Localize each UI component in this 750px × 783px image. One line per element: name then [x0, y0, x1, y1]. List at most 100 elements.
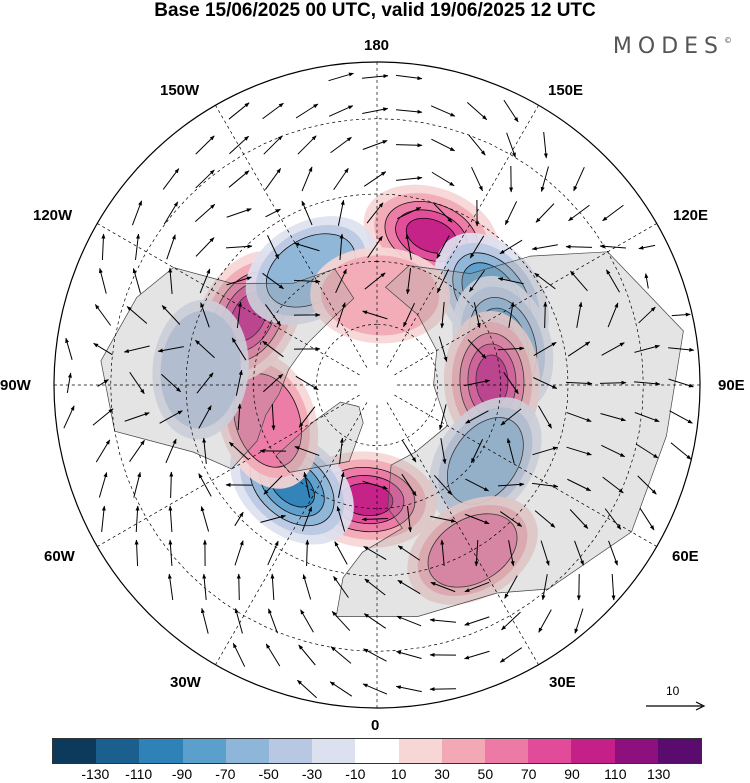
- wind-arrow: [464, 581, 490, 593]
- wind-arrow: [367, 235, 383, 259]
- wind-arrow: [329, 681, 353, 697]
- wind-arrow: [565, 244, 593, 249]
- wind-arrow: [297, 135, 317, 155]
- wind-arrow: [532, 446, 558, 456]
- wind-arrow: [330, 646, 352, 664]
- colorbar-tick-label: -130: [81, 766, 110, 782]
- wind-arrow: [470, 439, 484, 464]
- wind-arrow: [396, 615, 422, 627]
- meridian-line: [86, 217, 360, 376]
- wind-arrow: [225, 244, 253, 249]
- negative-anomaly: [152, 299, 249, 440]
- wind-arrow: [305, 539, 310, 567]
- wind-arrow: [638, 244, 656, 250]
- wind-arrow: [101, 233, 106, 261]
- wind-arrow: [497, 482, 525, 487]
- colorbar-labels: -130 -110 -90 -70 -50 -30 -10 10 30 50 70 90 110 130: [0, 766, 750, 783]
- wind-arrow: [63, 405, 75, 429]
- wind-arrow: [200, 607, 209, 634]
- wind-arrow: [166, 234, 176, 260]
- wind-arrow: [497, 277, 524, 285]
- wind-arrow: [92, 408, 114, 426]
- wind-arrow: [599, 380, 627, 385]
- wind-arrow: [397, 206, 422, 220]
- map-disc: [54, 62, 700, 708]
- wind-arrow: [194, 203, 216, 223]
- wind-arrow: [566, 412, 592, 422]
- wind-arrow: [464, 616, 490, 626]
- colorbar-tick-label: -90: [171, 766, 193, 782]
- reference-vector-label: 10: [666, 684, 680, 698]
- wind-arrow: [499, 239, 523, 255]
- wind-arrow: [301, 506, 313, 532]
- wind-arrow: [226, 208, 252, 218]
- colorbar-swatch: [485, 739, 529, 763]
- wind-arrow: [234, 607, 243, 634]
- wind-arrow: [330, 136, 352, 154]
- wind-arrow: [363, 613, 387, 629]
- wind-arrow: [163, 201, 179, 225]
- lon-label-0: 0: [371, 717, 380, 734]
- wind-arrow: [395, 143, 423, 148]
- wind-arrow: [198, 405, 212, 429]
- colorbar-swatch: [657, 739, 702, 763]
- wind-arrow: [569, 509, 589, 529]
- wind-arrow: [635, 443, 659, 459]
- wind-arrow: [295, 103, 319, 119]
- wind-arrow: [397, 579, 421, 595]
- wind-arrow: [601, 444, 626, 458]
- wind-arrow: [567, 341, 591, 357]
- wind-arrow: [264, 168, 282, 190]
- wind-arrow: [168, 267, 173, 294]
- anomaly-layer: [152, 184, 554, 605]
- wind-arrow: [301, 166, 313, 192]
- wind-arrow: [465, 410, 489, 424]
- wind-arrow: [669, 410, 693, 424]
- wind-arrow: [639, 507, 655, 531]
- wind-arrow: [438, 336, 448, 362]
- wind-arrow: [671, 312, 691, 317]
- brand-name: MODES: [612, 34, 724, 59]
- wind-arrow: [267, 540, 279, 566]
- colorbar-swatch: [571, 739, 615, 763]
- wind-arrow: [98, 267, 107, 294]
- wind-arrow: [260, 514, 287, 523]
- wind-arrow: [634, 381, 661, 386]
- wind-arrow: [431, 138, 456, 152]
- wind-arrow: [339, 437, 344, 464]
- colorbar-tick-label: -10: [345, 766, 366, 782]
- wind-arrow: [531, 244, 558, 251]
- wind-arrow: [198, 473, 212, 497]
- wind-arrow: [611, 573, 616, 601]
- wind-arrow: [95, 439, 111, 463]
- wind-arrow: [123, 345, 150, 353]
- eurasia: [335, 251, 684, 617]
- lon-label-60w: 60W: [44, 548, 75, 565]
- wind-arrow: [499, 647, 523, 663]
- wind-arrow: [469, 270, 485, 293]
- colorbar-tick-label: -30: [301, 766, 323, 782]
- meridian-line: [394, 217, 668, 376]
- meridian-line: [209, 402, 368, 676]
- wind-arrow: [574, 608, 584, 634]
- wind-arrow: [135, 233, 140, 260]
- wind-arrow: [362, 480, 388, 490]
- wind-arrow: [465, 478, 490, 492]
- wind-arrow: [265, 208, 281, 218]
- wind-arrow: [337, 199, 345, 226]
- wind-arrow: [535, 203, 555, 223]
- wind-arrow: [395, 650, 422, 659]
- wind-arrow: [363, 648, 387, 662]
- colorbar-tick-label: 30: [434, 766, 450, 782]
- wind-arrow: [637, 475, 657, 495]
- colorbar-swatch: [398, 739, 442, 763]
- wind-arrow: [226, 276, 252, 286]
- colorbar-tick-label: 110: [604, 766, 627, 782]
- meridian-line: [386, 402, 545, 676]
- wind-arrow: [362, 107, 389, 115]
- wind-arrow: [295, 375, 319, 391]
- meridian-line: [386, 94, 545, 368]
- wind-arrow: [466, 102, 488, 120]
- wind-arrow: [101, 505, 106, 532]
- wind-arrow: [534, 272, 556, 290]
